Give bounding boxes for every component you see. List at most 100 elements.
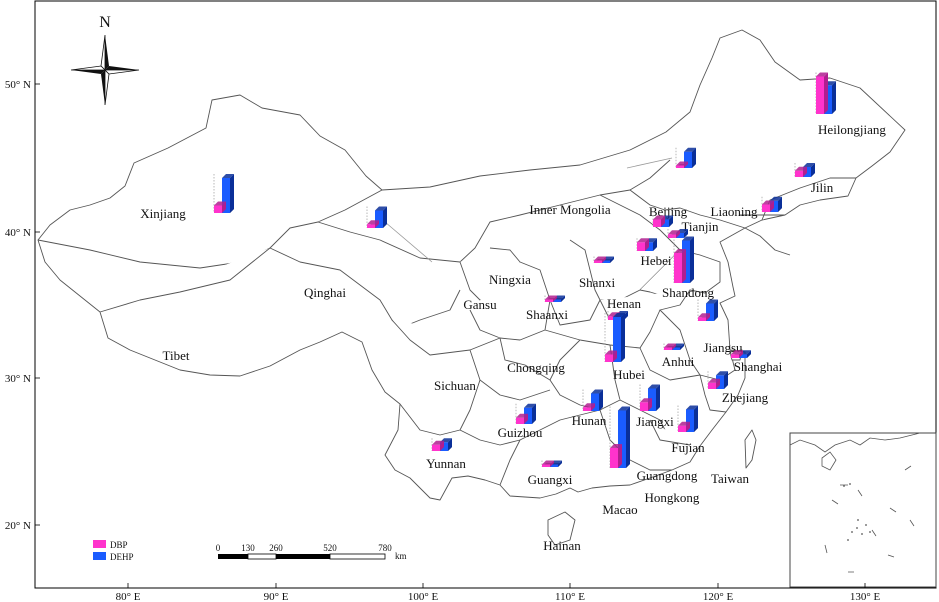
province-label-hubei: Hubei [613, 367, 645, 382]
bar-dehp-zhejiang-side [724, 371, 728, 389]
bar-dehp-shanghai [739, 354, 747, 358]
bar-dbp-shanxi-side [602, 256, 606, 263]
bar-dehp-guangxi-side [558, 460, 562, 467]
bar-dbp-fujian-top [678, 421, 690, 426]
bar-dbp-henan [608, 316, 616, 320]
bar-dbp-zhejiang-top [708, 378, 720, 383]
bar-dbp-yunnan [432, 444, 440, 451]
bar-dbp-jilin-side [803, 166, 807, 177]
bar-dehp-jiangxi-top [648, 384, 660, 389]
bar-dehp-hunan [591, 393, 599, 411]
bar-dehp-liaoning-side [778, 196, 782, 212]
bar-pair-jiangxi [639, 384, 660, 411]
bar-pair-guangdong [609, 406, 630, 468]
bar-dbp-liaoning-side [770, 200, 774, 212]
bar-dbp-beijing-top [653, 215, 665, 220]
bar-dehp-shaanxi [553, 299, 561, 302]
bar-pair-guizhou [515, 403, 536, 424]
bar-dbp-hubei [605, 354, 613, 362]
lon-label: 130° E [850, 591, 881, 602]
scale-tick-260: 260 [269, 543, 283, 553]
bar-dehp-hunan-top [591, 389, 603, 394]
bar-pair-guangxi [541, 460, 562, 467]
province-label-tibet: Tibet [163, 348, 190, 363]
bar-dehp-shandong-top [682, 236, 694, 241]
bar-dehp-xinjiang [222, 178, 230, 213]
bar-dehp-jiangsu [706, 303, 714, 321]
bar-dehp-hubei [613, 317, 621, 362]
taiwan-outline [744, 429, 757, 469]
bar-dbp-heilongjiang-top [816, 72, 828, 77]
province-label-tianjin: Tianjin [681, 219, 719, 234]
bar-dehp-hunan-side [599, 389, 603, 411]
bar-dbp-hubei-side [613, 350, 617, 362]
bar-pair-shaanxi [544, 295, 565, 302]
bar-dehp-inner-mongolia-west-top [375, 206, 387, 211]
province-label-hunan: Hunan [572, 413, 607, 428]
bar-dehp-xinjiang-top [222, 174, 234, 178]
bar-dbp-tianjin-side [676, 230, 680, 238]
bar-dbp-guangdong [610, 448, 618, 468]
bar-dbp-inner-mongolia-east [676, 165, 684, 168]
province-labels: Heilongjiang Jilin Liaoning Inner Mongolia B… [140, 122, 886, 553]
bar-dbp-jiangsu [698, 317, 706, 321]
bar-dbp-guizhou [516, 417, 524, 424]
province-label-hainan: Hainan [543, 538, 581, 553]
lat-label: 50° N [5, 79, 31, 91]
bar-dbp-yunnan-top [432, 440, 444, 445]
bar-dehp-jiangsu-side [714, 299, 718, 321]
bar-dehp-beijing [661, 219, 669, 227]
bar-dbp-guangdong-top [610, 444, 622, 448]
bar-dbp-inner-mongolia-east-side [684, 161, 688, 168]
bar-dbp-hebei-side [645, 238, 649, 251]
bar-dbp-anhui-top [664, 343, 676, 348]
bar-dbp-xinjiang-top [214, 201, 226, 206]
bar-dbp-jiangsu-top [698, 313, 710, 318]
bar-dehp-anhui [672, 347, 680, 350]
province-label-fujian: Fujian [671, 440, 705, 455]
scale-tick-130: 130 [241, 543, 255, 553]
lat-label: 20° N [5, 520, 31, 532]
province-label-taiwan: Taiwan [711, 471, 750, 486]
bar-dbp-xinjiang [214, 205, 222, 213]
legend-label-dehp: DEHP [110, 552, 134, 562]
bar-pair-yunnan [431, 438, 452, 451]
bar-pair-zhejiang [707, 371, 728, 389]
bar-pair-jilin [794, 163, 815, 177]
bar-dehp-guangdong [618, 410, 626, 468]
hainan-outline [547, 511, 576, 546]
bar-dbp-liaoning-top [762, 200, 774, 205]
scale-unit: km [395, 551, 407, 561]
bar-dehp-shaanxi-side [561, 295, 565, 302]
bar-dehp-jilin-side [811, 163, 815, 177]
bar-dbp-hunan-side [591, 403, 595, 411]
bar-dehp-xinjiang-side [230, 174, 234, 213]
lat-label: 40° N [5, 227, 31, 239]
bar-dbp-hunan [583, 407, 591, 411]
bar-pair-inner-mongolia-east [675, 147, 696, 168]
bar-pair-fujian [677, 405, 698, 432]
province-label-sichuan: Sichuan [434, 378, 476, 393]
bar-pair-jiangsu [697, 299, 718, 321]
legend: DBP DEHP [93, 540, 134, 562]
province-label-jiangxi: Jiangxi [636, 414, 674, 429]
leader-lines [384, 157, 673, 263]
bar-dehp-guizhou-side [532, 403, 536, 424]
scale-tick-520: 520 [323, 543, 337, 553]
bar-dbp-xinjiang-side [222, 201, 226, 213]
bar-dbp-guangxi-side [550, 460, 554, 467]
bar-dbp-guizhou-side [524, 413, 528, 424]
bar-group [213, 72, 836, 468]
bar-dbp-guangxi-top [542, 460, 554, 465]
bar-pair-tianjin [667, 229, 688, 238]
bar-pair-hunan [582, 389, 603, 411]
bar-dbp-beijing-side [661, 215, 665, 227]
bar-pair-liaoning [761, 196, 782, 212]
bar-dbp-inner-mongolia-west-top [367, 220, 379, 225]
bar-dbp-hunan-top [583, 403, 595, 408]
bar-dehp-guangdong-top [618, 406, 630, 411]
bar-dehp-tianjin-side [684, 229, 688, 238]
province-label-henan: Henan [607, 296, 641, 311]
bar-dbp-jiangxi [640, 402, 648, 411]
